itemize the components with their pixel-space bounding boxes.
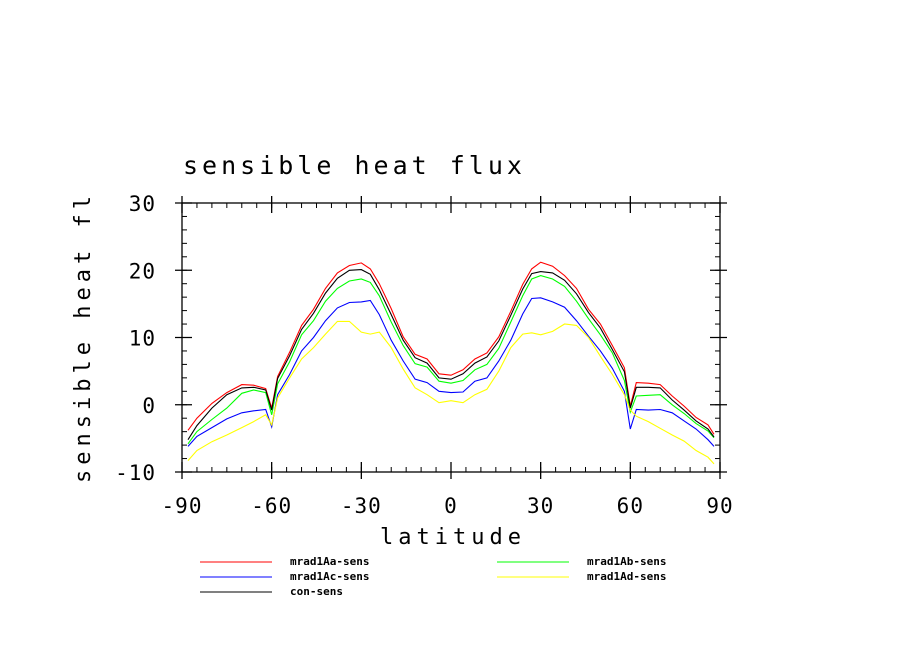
x-tick-label: -30 bbox=[341, 494, 382, 518]
chart-title: sensible heat flux bbox=[183, 151, 526, 180]
y-tick-label: 20 bbox=[129, 259, 156, 283]
x-tick-label: -60 bbox=[251, 494, 292, 518]
x-tick-label: -90 bbox=[162, 494, 203, 518]
y-tick-label: 0 bbox=[142, 394, 156, 418]
series-line-con-sens bbox=[187, 269, 715, 440]
y-tick-label: -10 bbox=[115, 461, 156, 485]
plot-frame bbox=[181, 202, 721, 473]
series-lines bbox=[187, 261, 715, 465]
y-axis-label: sensible heat fl bbox=[71, 191, 96, 483]
legend-label: mrad1Aa-sens bbox=[290, 555, 369, 568]
x-tick-label: 0 bbox=[444, 494, 458, 518]
y-tick-labels: -10 0 10 20 30 bbox=[115, 192, 156, 485]
series-line-mrad1Aa-sens bbox=[187, 261, 715, 435]
series-line-mrad1Ab-sens bbox=[187, 275, 715, 445]
series-line-mrad1Ac-sens bbox=[187, 297, 715, 447]
legend: mrad1Aa-sens mrad1Ab-sens mrad1Ac-sens mrad… bbox=[200, 555, 666, 598]
x-tick-label: 30 bbox=[527, 494, 554, 518]
x-tick-label: 60 bbox=[617, 494, 644, 518]
x-tick-labels: -90 -60 -30 0 30 60 90 bbox=[162, 494, 733, 518]
legend-label: con-sens bbox=[290, 585, 343, 598]
x-axis-label: latitude bbox=[380, 525, 526, 550]
y-tick-label: 30 bbox=[129, 192, 156, 216]
plot-area bbox=[175, 196, 727, 479]
series-line-mrad1Ad-sens bbox=[187, 320, 715, 465]
legend-label: mrad1Ad-sens bbox=[587, 570, 666, 583]
legend-label: mrad1Ab-sens bbox=[587, 555, 666, 568]
x-tick-label: 90 bbox=[706, 494, 733, 518]
y-tick-label: 10 bbox=[129, 327, 156, 351]
major-ticks bbox=[175, 196, 727, 479]
legend-label: mrad1Ac-sens bbox=[290, 570, 369, 583]
minor-ticks bbox=[181, 202, 721, 473]
